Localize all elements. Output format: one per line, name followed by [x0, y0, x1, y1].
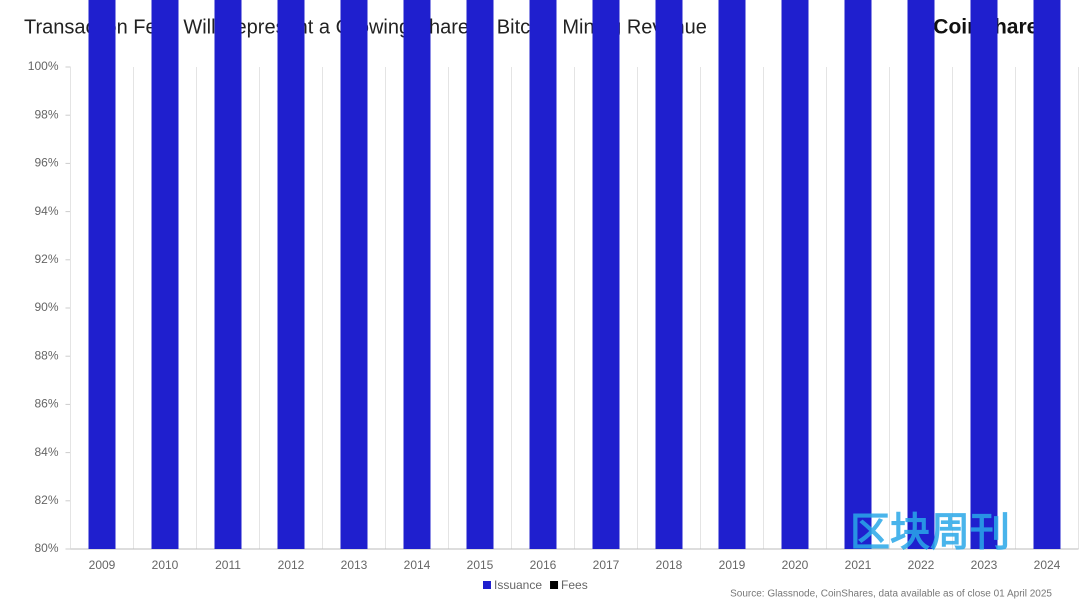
- x-tick-label: 2013: [341, 558, 368, 572]
- x-tick-label: 2017: [593, 558, 620, 572]
- bar-segment: [970, 0, 998, 550]
- bar-segment: [781, 0, 809, 549]
- bar-segment: [907, 0, 935, 549]
- x-tick-label: 2024: [1034, 558, 1061, 572]
- x-tick-label: 2015: [467, 558, 494, 572]
- x-tick-label: 2021: [845, 558, 872, 572]
- y-tick-label: 84%: [34, 445, 58, 459]
- x-tick-label: 2010: [152, 558, 179, 572]
- y-tick-label: 90%: [34, 300, 58, 314]
- y-tick-label: 80%: [34, 541, 58, 555]
- legend-label: Issuance: [494, 578, 542, 592]
- y-tick-label: 82%: [34, 493, 58, 507]
- y-tick-label: 92%: [34, 252, 58, 266]
- y-tick-label: 100%: [28, 59, 59, 73]
- bar-segment: [529, 0, 557, 549]
- bar-segment: [466, 0, 494, 549]
- watermark: 区块周刊: [850, 511, 1010, 555]
- bar-segment: [214, 0, 242, 550]
- bar-segment: [151, 0, 179, 549]
- bar-segment: [592, 0, 620, 550]
- y-tick-label: 98%: [34, 107, 58, 121]
- y-tick-label: 96%: [34, 156, 58, 170]
- x-tick-label: 2009: [89, 558, 116, 572]
- x-tick-label: 2016: [530, 558, 557, 572]
- bar-segment: [340, 0, 368, 549]
- x-tick-label: 2022: [908, 558, 935, 572]
- legend-label: Fees: [561, 578, 588, 592]
- x-tick-label: 2018: [656, 558, 683, 572]
- x-tick-label: 2019: [719, 558, 746, 572]
- source-note: Source: Glassnode, CoinShares, data avai…: [730, 589, 1052, 600]
- bar-segment: [655, 0, 683, 549]
- x-tick-label: 2014: [404, 558, 431, 572]
- y-tick-label: 86%: [34, 397, 58, 411]
- bar-segment: [844, 0, 872, 549]
- x-tick-label: 2023: [971, 558, 998, 572]
- x-tick-label: 2011: [215, 558, 241, 572]
- legend-swatch: [550, 581, 559, 589]
- x-tick-label: 2012: [278, 558, 305, 572]
- bar-segment: [88, 0, 116, 549]
- y-tick-label: 88%: [34, 348, 58, 362]
- x-tick-label: 2020: [782, 558, 809, 572]
- bar-segment: [1033, 0, 1061, 549]
- legend-swatch: [483, 581, 491, 589]
- y-tick-label: 94%: [34, 204, 58, 218]
- bar-segment: [718, 0, 746, 550]
- bar-segment: [403, 0, 431, 549]
- bar-segment: [277, 0, 305, 550]
